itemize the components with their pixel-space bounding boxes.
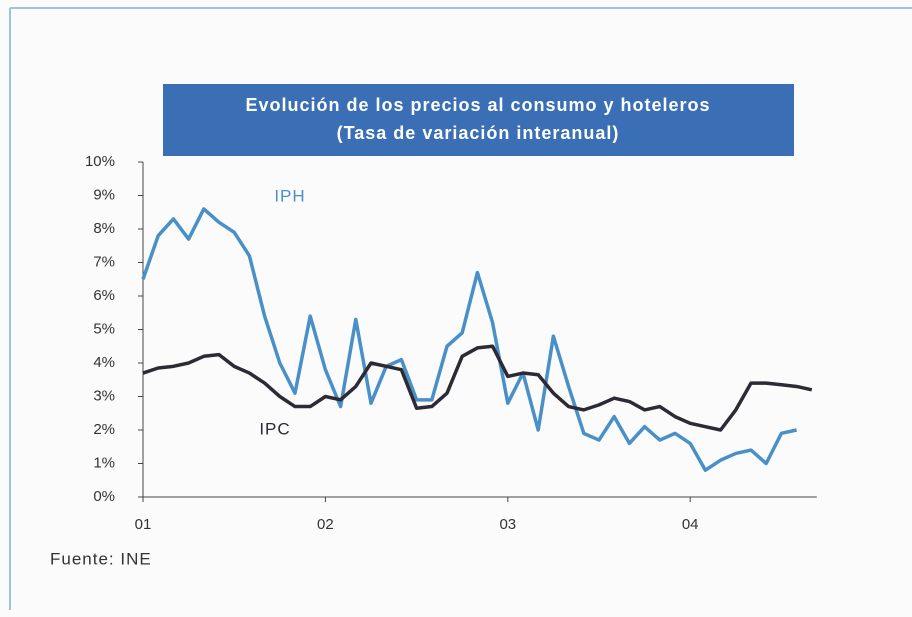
series-label: IPH <box>274 186 305 205</box>
source: Fuente: INE <box>50 549 152 568</box>
y-tick-label: 10% <box>85 153 115 170</box>
series-label: IPC <box>259 419 290 438</box>
x-tick-label: 03 <box>499 516 516 533</box>
y-tick-label: 2% <box>93 421 115 438</box>
y-tick-label: 8% <box>93 220 115 237</box>
title-box <box>163 84 794 156</box>
y-tick-label: 0% <box>93 488 115 505</box>
x-tick-label: 01 <box>135 516 152 533</box>
y-tick-label: 9% <box>93 186 115 203</box>
chart-title: Evolución de los precios al consumo y ho… <box>245 95 710 115</box>
y-tick-label: 3% <box>93 387 115 404</box>
y-tick-label: 7% <box>93 253 115 270</box>
y-tick-label: 1% <box>93 454 115 471</box>
x-tick-label: 04 <box>682 516 699 533</box>
series-line <box>142 344 813 432</box>
chart-subtitle: (Tasa de variación interanual) <box>337 123 620 143</box>
y-tick-label: 6% <box>93 287 115 304</box>
y-tick-label: 4% <box>93 354 115 371</box>
y-tick-label: 5% <box>93 320 115 337</box>
series-line <box>141 207 797 472</box>
x-tick-label: 02 <box>317 516 334 533</box>
